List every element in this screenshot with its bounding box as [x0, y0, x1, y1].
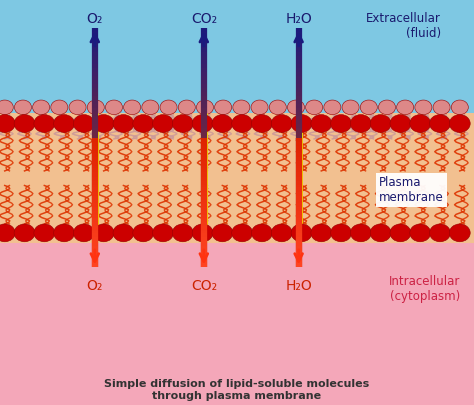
Text: O₂: O₂ [87, 12, 103, 26]
Circle shape [390, 115, 411, 132]
Circle shape [410, 224, 431, 242]
Circle shape [0, 115, 15, 132]
Circle shape [449, 115, 470, 132]
Circle shape [291, 224, 312, 242]
Circle shape [429, 115, 450, 132]
Circle shape [0, 100, 13, 115]
Circle shape [124, 100, 141, 115]
Circle shape [196, 100, 213, 115]
Bar [0, 243, 474, 405]
Circle shape [14, 100, 31, 115]
Circle shape [271, 224, 292, 242]
Circle shape [410, 115, 431, 132]
Circle shape [324, 100, 341, 115]
Circle shape [370, 115, 391, 132]
Circle shape [449, 224, 470, 242]
Text: CO₂: CO₂ [191, 279, 217, 294]
Circle shape [33, 100, 50, 115]
Circle shape [360, 100, 377, 115]
Circle shape [173, 224, 193, 242]
Circle shape [133, 115, 154, 132]
Circle shape [87, 100, 104, 115]
Circle shape [252, 115, 273, 132]
Circle shape [311, 115, 332, 132]
Circle shape [51, 100, 68, 115]
Circle shape [34, 224, 55, 242]
Text: Intracellular
(cytoplasm): Intracellular (cytoplasm) [388, 275, 460, 303]
Circle shape [69, 100, 86, 115]
Circle shape [192, 224, 213, 242]
Circle shape [192, 115, 213, 132]
Circle shape [232, 224, 253, 242]
Circle shape [160, 100, 177, 115]
Circle shape [73, 115, 94, 132]
Circle shape [113, 115, 134, 132]
Circle shape [105, 100, 122, 115]
Circle shape [342, 100, 359, 115]
Circle shape [153, 115, 173, 132]
Circle shape [251, 100, 268, 115]
Circle shape [93, 115, 114, 132]
Bar [0, 113, 474, 243]
Text: H₂O: H₂O [285, 12, 312, 26]
Text: Extracellular
(fluid): Extracellular (fluid) [366, 12, 441, 40]
Circle shape [93, 224, 114, 242]
Circle shape [291, 115, 312, 132]
Circle shape [370, 224, 391, 242]
Circle shape [14, 115, 35, 132]
Circle shape [54, 115, 74, 132]
Circle shape [113, 224, 134, 242]
Circle shape [378, 100, 395, 115]
Circle shape [269, 100, 286, 115]
Circle shape [350, 115, 371, 132]
Circle shape [232, 115, 253, 132]
Circle shape [73, 224, 94, 242]
Circle shape [451, 100, 468, 115]
Text: O₂: O₂ [87, 279, 103, 294]
Circle shape [133, 224, 154, 242]
Circle shape [153, 224, 173, 242]
Circle shape [311, 224, 332, 242]
Bar [0, 0, 474, 113]
Circle shape [390, 224, 411, 242]
Circle shape [0, 224, 15, 242]
Circle shape [212, 224, 233, 242]
Circle shape [54, 224, 74, 242]
Circle shape [212, 115, 233, 132]
Circle shape [178, 100, 195, 115]
Circle shape [173, 115, 193, 132]
Text: H₂O: H₂O [285, 279, 312, 294]
Circle shape [252, 224, 273, 242]
Circle shape [142, 100, 159, 115]
Circle shape [429, 224, 450, 242]
Circle shape [331, 224, 352, 242]
Circle shape [433, 100, 450, 115]
Circle shape [287, 100, 304, 115]
Circle shape [306, 100, 323, 115]
Circle shape [397, 100, 414, 115]
Circle shape [215, 100, 232, 115]
Circle shape [34, 115, 55, 132]
Circle shape [331, 115, 352, 132]
Circle shape [233, 100, 250, 115]
Circle shape [415, 100, 432, 115]
Text: Plasma
membrane: Plasma membrane [379, 176, 444, 205]
Text: Simple diffusion of lipid-soluble molecules
through plasma membrane: Simple diffusion of lipid-soluble molecu… [104, 379, 370, 401]
Circle shape [271, 115, 292, 132]
Text: CO₂: CO₂ [191, 12, 217, 26]
Circle shape [14, 224, 35, 242]
Circle shape [350, 224, 371, 242]
